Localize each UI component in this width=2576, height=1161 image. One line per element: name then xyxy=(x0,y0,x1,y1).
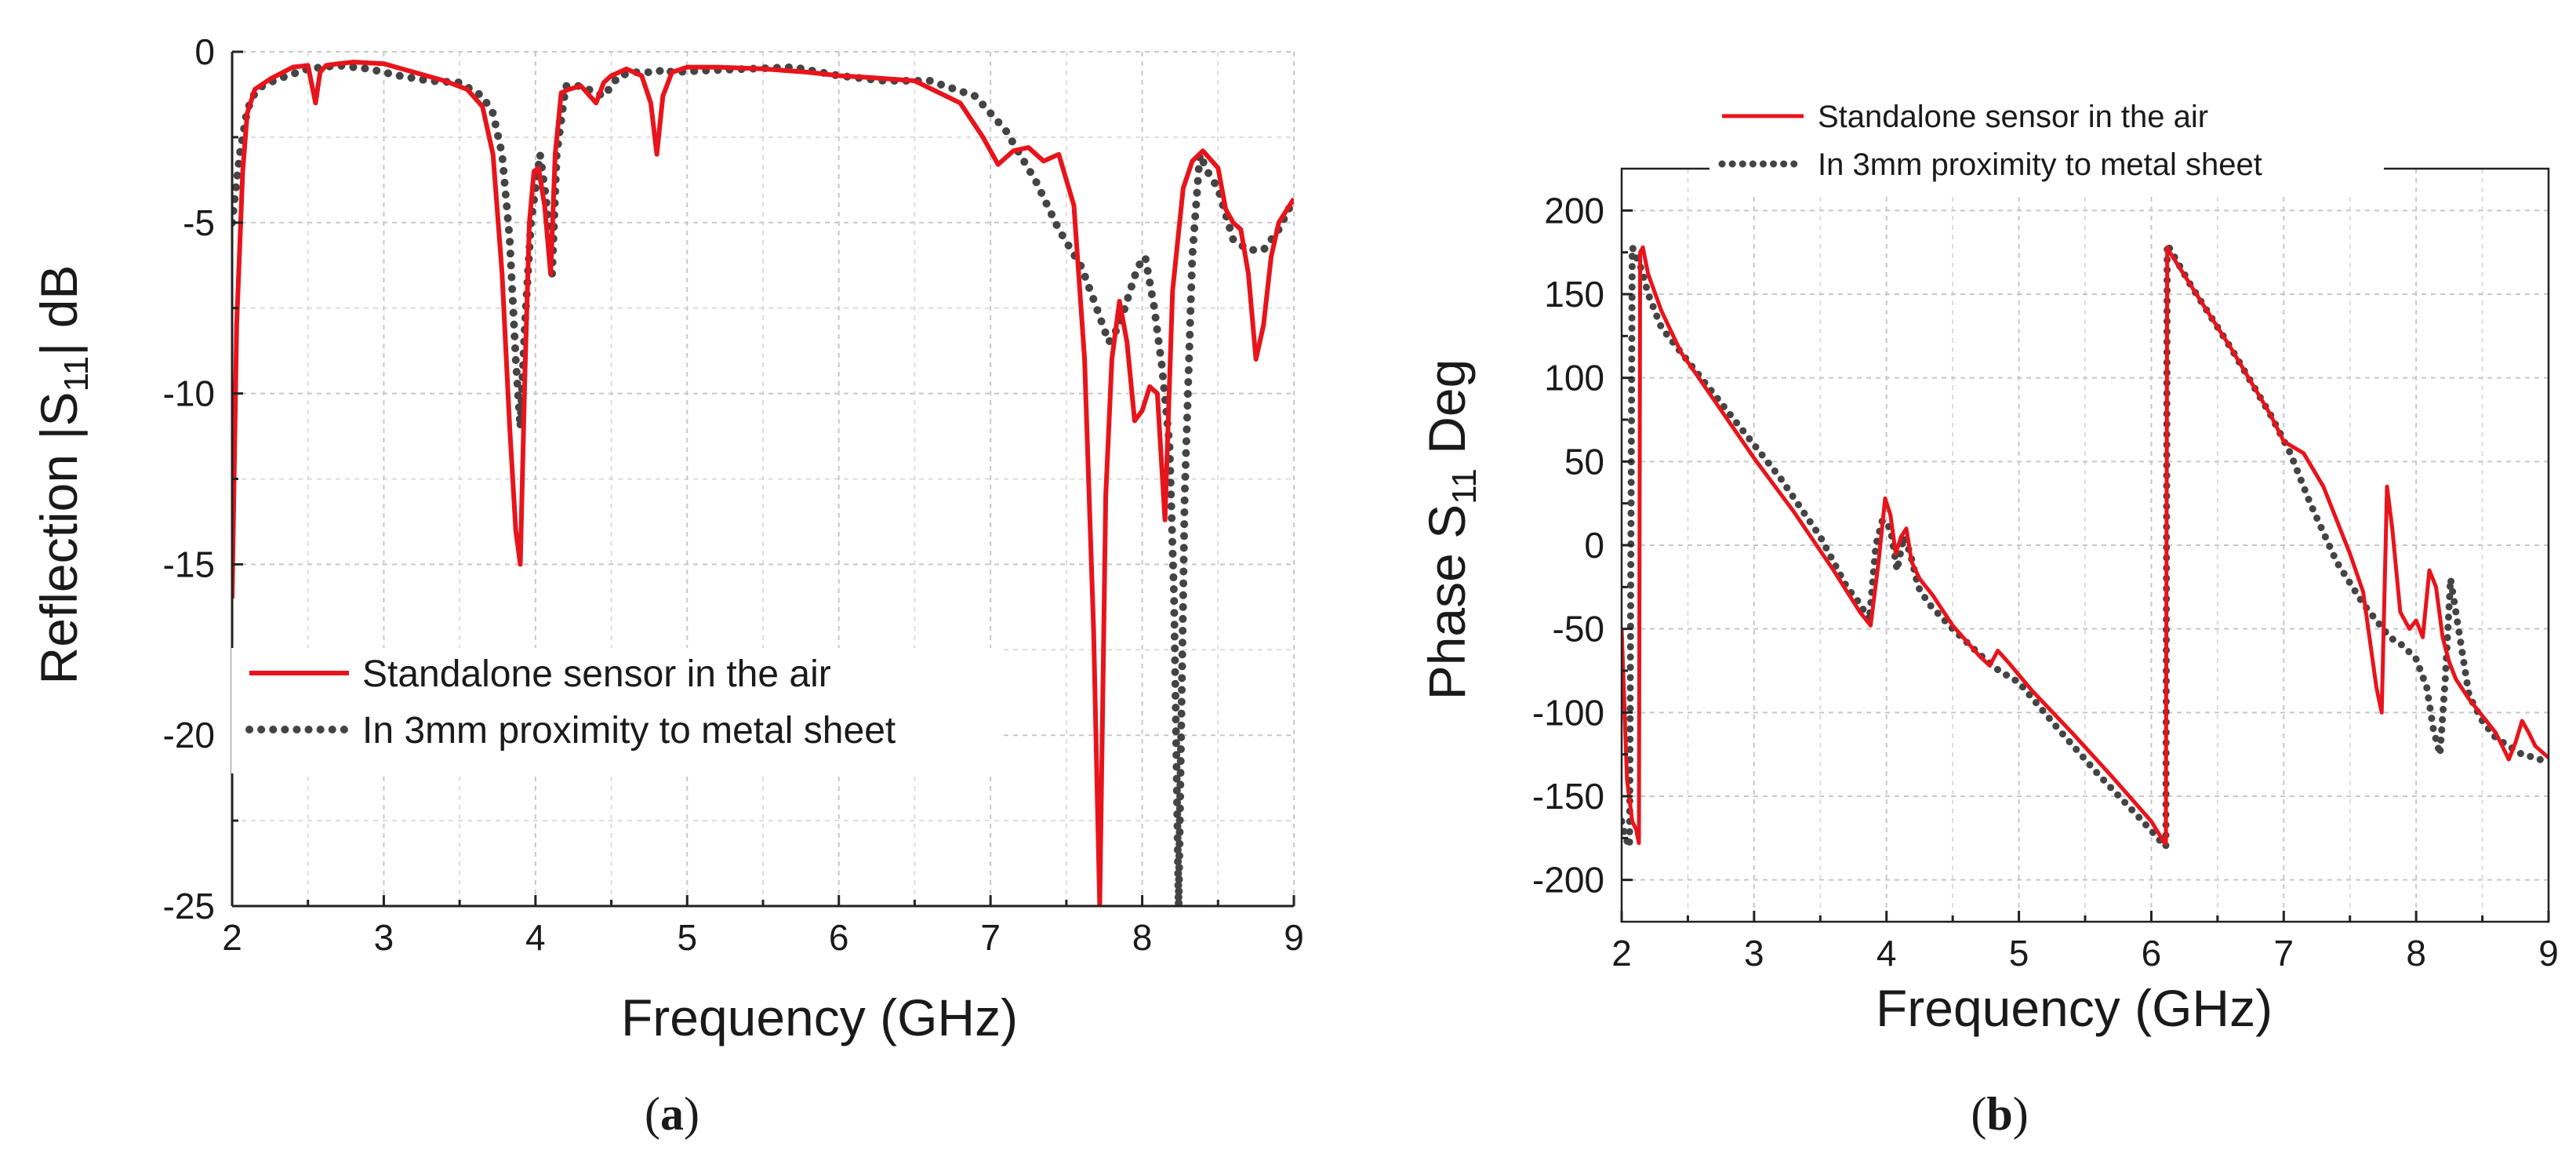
panel-b-x-tick-label: 2 xyxy=(1611,933,1632,974)
panel-b-label-open: ( xyxy=(1971,1088,1986,1140)
panel-a-x-tick-label: 2 xyxy=(222,917,242,958)
panel-b-label-close: ) xyxy=(2013,1088,2029,1140)
panel-b-y-tick-label: -100 xyxy=(1532,692,1604,733)
panel-a-x-tick-label: 9 xyxy=(1284,917,1304,958)
panel-a-x-tick-label: 7 xyxy=(980,917,1001,958)
panel-b-y-axis-title: Phase S11 Deg xyxy=(1418,359,1484,701)
panel-b-series-air xyxy=(1622,245,2549,846)
panel-b-x-tick-label: 6 xyxy=(2142,933,2162,974)
panel-b-y-tick-label: -150 xyxy=(1532,776,1604,817)
panel-b-y-axis-title-subscript: 11 xyxy=(1445,468,1484,504)
panel-b-series-metal xyxy=(1622,240,2549,850)
panel-b-legend-label-air: Standalone sensor in the air xyxy=(1818,100,2208,134)
panel-a-x-tick-label: 3 xyxy=(374,917,394,958)
panel-a-x-axis-title: Frequency (GHz) xyxy=(621,988,1018,1046)
panel-a-legend-label-metal: In 3mm proximity to metal sheet xyxy=(362,710,896,752)
panel-b-x-tick-label: 9 xyxy=(2538,933,2559,974)
panel-a-y-tick-label: 0 xyxy=(194,31,215,72)
panel-b-phase-chart: 2 3 4 5 6 7 8 9 200 150 100 50 0 -50 -100 -150 -200 Stan… xyxy=(1418,94,2559,1140)
panel-a-reflection-chart: 2 3 4 5 6 7 8 9 0 -5 -10 -15 -20 -25 Standalone senso… xyxy=(30,31,1304,1140)
panel-a-y-tick-label: -20 xyxy=(163,715,215,755)
panel-b-y-tick-label: -50 xyxy=(1553,609,1604,650)
panel-b-grid xyxy=(1622,169,2549,922)
panel-a-x-tick-label: 6 xyxy=(829,917,849,958)
panel-a-y-tick-label: -15 xyxy=(163,544,215,584)
panel-b-x-tick-label: 4 xyxy=(1877,933,1897,974)
panel-a-x-tick-label: 4 xyxy=(525,917,546,958)
panel-a-series-air xyxy=(232,60,1294,906)
panel-a-series xyxy=(232,60,1294,906)
panel-b-label-letter: b xyxy=(1986,1088,2012,1140)
panel-a-y-axis-title-prefix: Reflection |S xyxy=(30,391,88,684)
panel-b-x-tick-label: 3 xyxy=(1744,933,1764,974)
panel-a-label-letter: a xyxy=(660,1088,684,1140)
panel-a-label-open: ( xyxy=(645,1088,660,1140)
panel-a-legend-label-air: Standalone sensor in the air xyxy=(362,653,831,695)
panel-b-x-tick-label: 5 xyxy=(2009,933,2029,974)
panel-a-label: (a) xyxy=(645,1088,699,1140)
panel-b-y-tick-label: 0 xyxy=(1584,525,1604,566)
panel-a-tick-labels: 2 3 4 5 6 7 8 9 0 -5 -10 -15 -20 -25 xyxy=(163,31,1304,958)
panel-a-label-close: ) xyxy=(684,1088,699,1140)
panel-b-label: (b) xyxy=(1971,1088,2028,1140)
panel-a-y-axis-title-subscript: 11 xyxy=(57,356,96,392)
panel-b-tick-labels: 2 3 4 5 6 7 8 9 200 150 100 50 0 -50 -100 -150 -200 xyxy=(1532,190,2559,974)
panel-b-x-axis-title: Frequency (GHz) xyxy=(1876,979,2273,1037)
panel-b-y-axis-title-suffix: Deg xyxy=(1418,359,1476,468)
panel-b-y-tick-label: 50 xyxy=(1564,441,1604,482)
panel-b-y-tick-label: 150 xyxy=(1544,274,1604,315)
panel-b-legend-box xyxy=(1709,94,2384,192)
panel-a-y-axis-title: Reflection |S11| dB xyxy=(30,265,96,685)
panel-a-y-tick-label: -5 xyxy=(183,202,215,243)
panel-b-x-tick-label: 7 xyxy=(2273,933,2294,974)
panel-b-x-tick-label: 8 xyxy=(2406,933,2426,974)
panel-a-x-tick-label: 5 xyxy=(677,917,697,958)
panel-b-y-tick-label: -200 xyxy=(1532,860,1604,901)
panel-a-grid xyxy=(232,51,1295,906)
panel-b-series xyxy=(1622,240,2549,850)
panel-a-y-axis-title-suffix: | dB xyxy=(30,265,88,356)
panel-b-y-tick-label: 200 xyxy=(1544,190,1604,231)
panel-a-x-tick-label: 8 xyxy=(1132,917,1153,958)
panel-a-y-tick-label: -25 xyxy=(163,886,215,926)
panel-a-y-tick-label: -10 xyxy=(163,373,215,414)
panel-b-y-tick-label: 100 xyxy=(1544,358,1604,399)
panel-b-y-axis-title-prefix: Phase S xyxy=(1418,504,1476,701)
panel-b-legend-label-metal: In 3mm proximity to metal sheet xyxy=(1818,147,2262,182)
panel-a-legend-box xyxy=(231,648,1004,773)
